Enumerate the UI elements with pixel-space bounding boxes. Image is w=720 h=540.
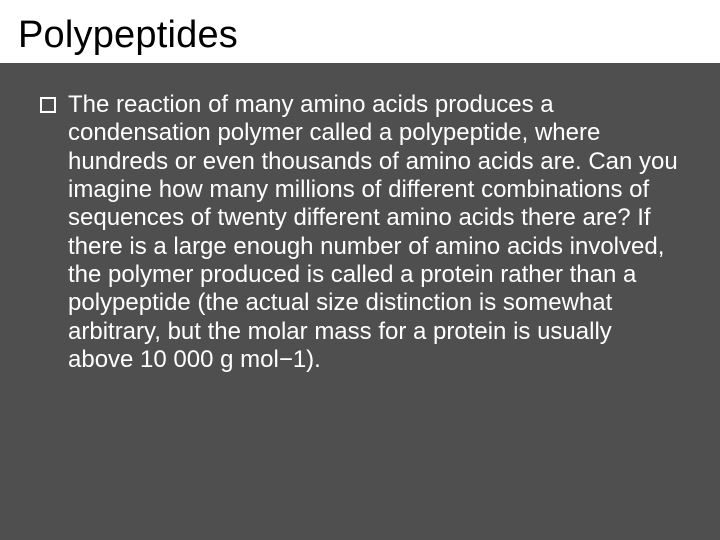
square-bullet-icon [40,97,56,113]
slide-body-text: The reaction of many amino acids produce… [68,91,680,374]
body-area: The reaction of many amino acids produce… [0,63,720,540]
title-area: Polypeptides [0,0,720,63]
slide-title: Polypeptides [18,14,720,57]
slide-container: Polypeptides The reaction of many amino … [0,0,720,540]
